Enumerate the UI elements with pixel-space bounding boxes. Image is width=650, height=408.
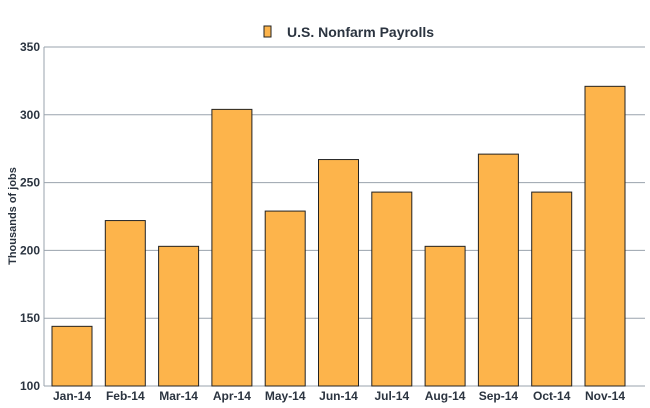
legend-label: U.S. Nonfarm Payrolls	[287, 24, 434, 40]
bar-Mar-14	[158, 245, 200, 387]
legend-swatch	[263, 25, 272, 38]
bar-Jan-14	[51, 325, 93, 387]
y-tick-label: 350	[20, 40, 40, 54]
y-tick-label: 100	[20, 379, 40, 393]
x-tick-label: Mar-14	[159, 389, 198, 403]
y-axis-label: Thousands of jobs	[7, 167, 19, 265]
x-tick-label: Oct-14	[533, 389, 571, 403]
y-axis-ticks: 100 150 200 250 300 350	[20, 40, 40, 393]
bar-Sep-14	[477, 153, 519, 387]
x-tick-label: Jan-14	[53, 389, 91, 403]
x-tick-label: Sep-14	[479, 389, 519, 403]
legend: U.S. Nonfarm Payrolls	[263, 24, 434, 40]
bar-Apr-14	[211, 108, 253, 387]
x-axis-ticks: Jan-14 Feb-14 Mar-14 Apr-14 May-14 Jun-14 Jul-…	[53, 389, 625, 403]
bar-Jul-14	[371, 191, 413, 387]
bar-Aug-14	[424, 245, 466, 387]
bar-Oct-14	[531, 191, 573, 387]
x-tick-label: Apr-14	[213, 389, 251, 403]
x-tick-label: Nov-14	[585, 389, 625, 403]
x-tick-label: Jun-14	[319, 389, 358, 403]
bar-Feb-14	[104, 220, 146, 387]
bars	[51, 85, 626, 387]
y-tick-label: 250	[20, 176, 40, 190]
x-tick-label: May-14	[265, 389, 306, 403]
x-tick-label: Jul-14	[374, 389, 409, 403]
x-tick-label: Aug-14	[425, 389, 466, 403]
y-tick-label: 300	[20, 108, 40, 122]
bar-Jun-14	[318, 159, 359, 387]
bar-Nov-14	[584, 85, 626, 387]
y-tick-label: 150	[20, 311, 40, 325]
x-tick-label: Feb-14	[106, 389, 145, 403]
bar-May-14	[264, 210, 306, 387]
y-tick-label: 200	[20, 243, 40, 257]
